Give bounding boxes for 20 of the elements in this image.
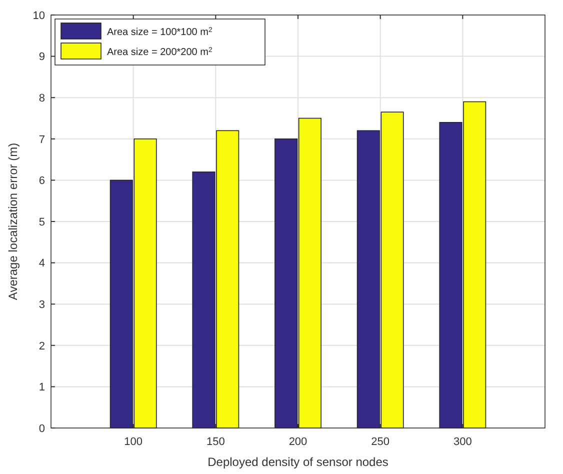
y-tick-label: 0 [38, 422, 45, 435]
x-axis-title: Deployed density of sensor nodes [208, 455, 388, 469]
y-tick-label: 6 [38, 175, 45, 188]
x-tick-label: 200 [288, 436, 308, 448]
x-tick-label: 100 [124, 436, 143, 448]
y-tick-label: 1 [38, 382, 45, 394]
x-tick-label: 150 [206, 436, 225, 448]
y-tick-label: 5 [38, 216, 45, 228]
y-tick-label: 8 [38, 92, 45, 104]
legend-label: Area size = 100*100 m$^{2}$ [107, 26, 212, 38]
y-tick-label: 3 [38, 298, 45, 311]
y-tick-label: 2 [38, 340, 45, 352]
y-tick-label: 7 [38, 134, 45, 146]
y-tick-label: 10 [32, 10, 45, 22]
y-tick-label: 4 [38, 258, 45, 270]
legend-label: Area size = 200*200 m$^{2}$ [107, 46, 212, 58]
y-axis-title: Average localization error (m) [6, 142, 20, 300]
y-tick-label: 9 [38, 51, 45, 64]
x-tick-label: 250 [371, 436, 390, 448]
x-tick-label: 300 [453, 436, 472, 448]
